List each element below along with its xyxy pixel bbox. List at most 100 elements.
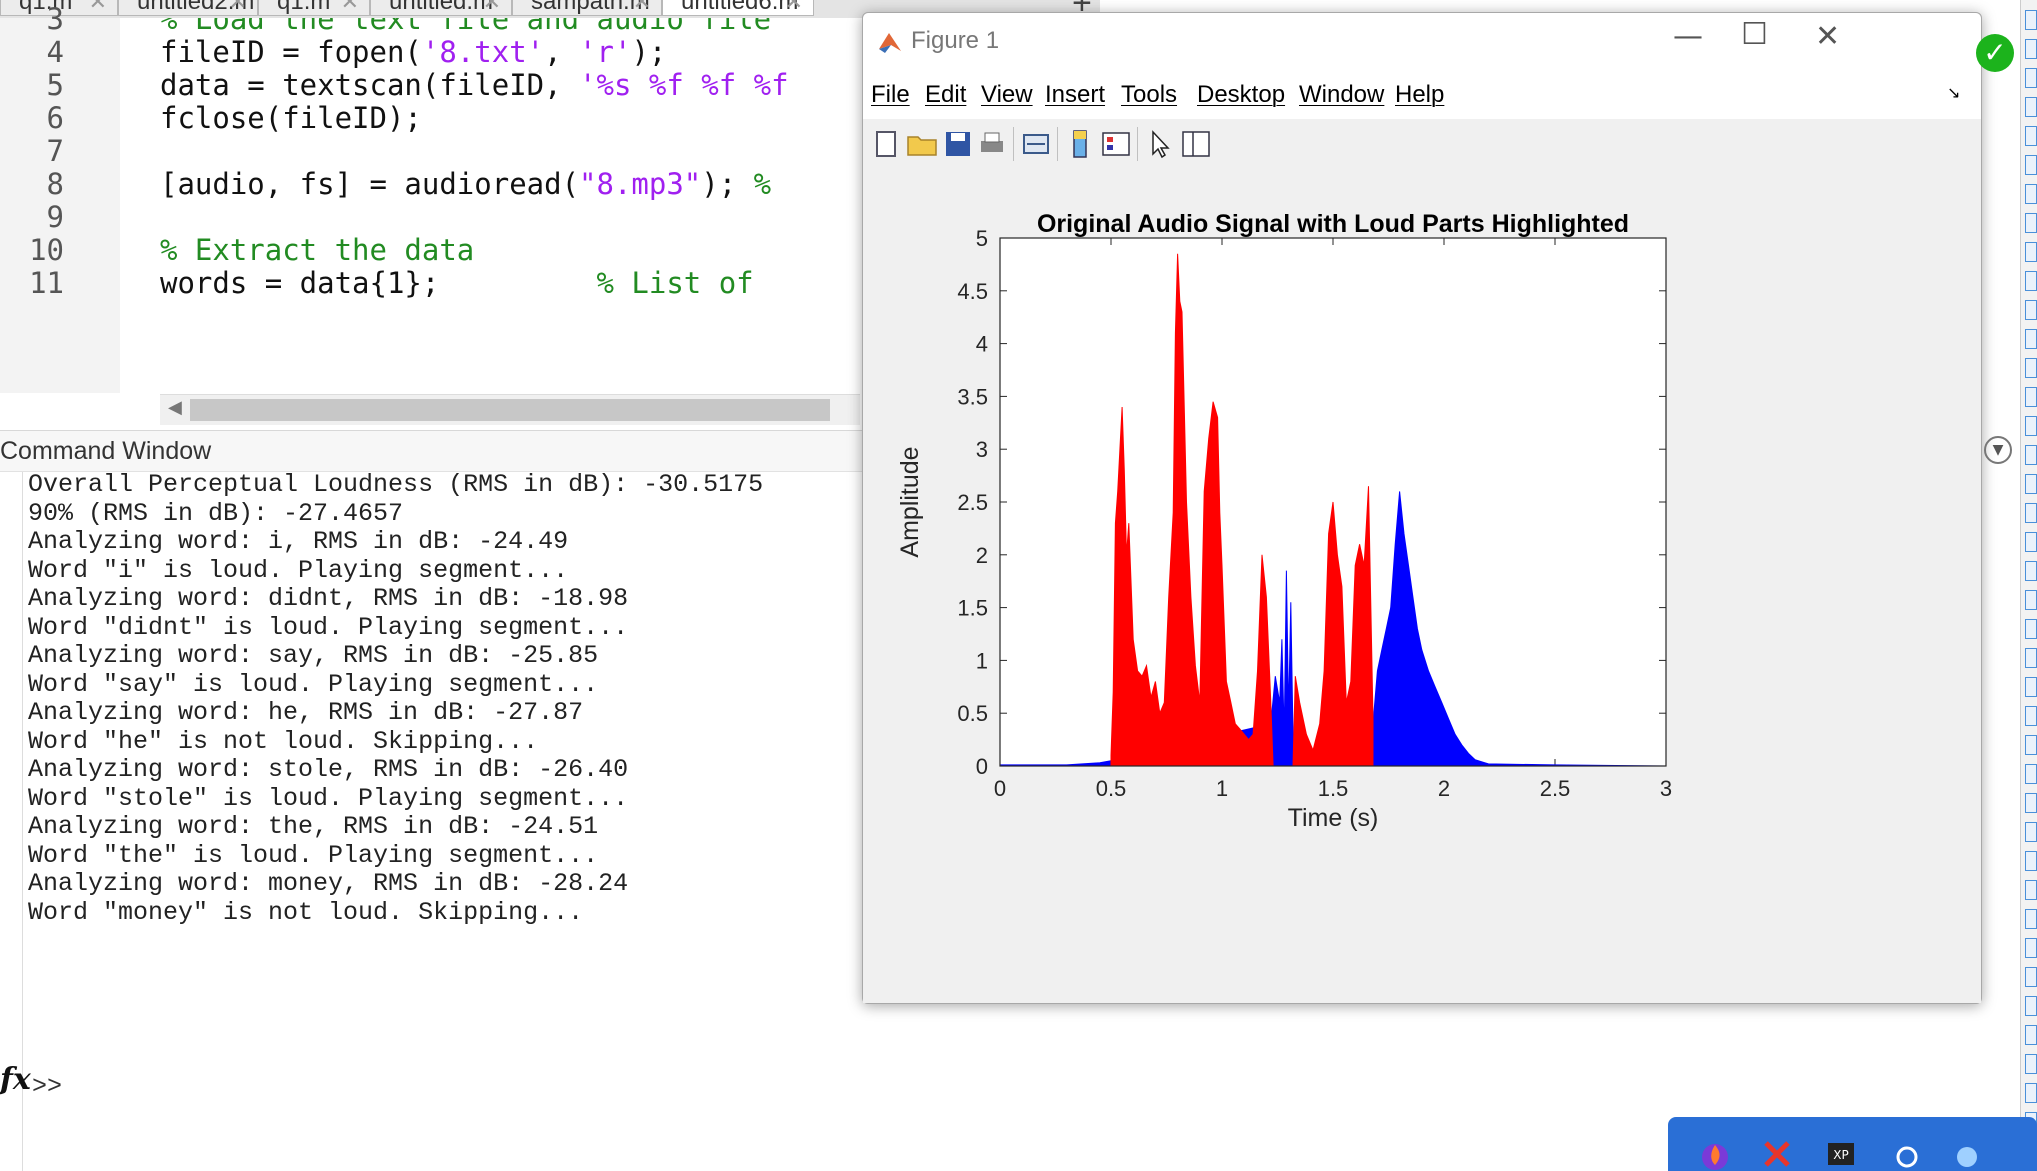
close-icon[interactable]: ✕	[482, 0, 501, 14]
right-panel-strip[interactable]	[2020, 0, 2037, 1171]
panel-marker	[2025, 242, 2037, 262]
line-number: 3	[46, 2, 64, 36]
close-window-icon[interactable]: ✕	[1815, 19, 1841, 54]
code-line[interactable]: % Extract the data	[160, 233, 474, 267]
command-output-line: Analyzing word: he, RMS in dB: -27.87	[28, 698, 584, 727]
code-line[interactable]: fclose(fileID);	[160, 101, 422, 135]
open-folder-icon[interactable]	[905, 127, 939, 161]
property-editor-icon[interactable]	[1179, 127, 1213, 161]
toolbar-separator	[1137, 127, 1138, 161]
command-output-line: Word "money" is not loud. Skipping...	[28, 897, 584, 927]
x-tick-label: 1	[1216, 776, 1228, 801]
menu-tools[interactable]: Tools	[1121, 81, 1178, 108]
panel-marker	[2025, 474, 2037, 494]
command-output-line: Overall Perceptual Loudness (RMS in dB):…	[28, 470, 764, 499]
taskbar-popup: XP	[1668, 1117, 2037, 1171]
panel-marker	[2025, 561, 2037, 581]
menu-file[interactable]: File	[871, 81, 910, 108]
x-tick-label: 0.5	[1096, 776, 1127, 801]
close-icon[interactable]: ✕	[340, 0, 359, 14]
panel-marker	[2025, 764, 2037, 784]
menu-desktop[interactable]: Desktop	[1197, 81, 1286, 108]
code-token: '8.txt'	[421, 35, 545, 69]
tab-q1[interactable]: q1.m ✕	[0, 0, 118, 16]
app-hook-icon[interactable]	[1890, 1137, 1924, 1171]
tab-sampath[interactable]: sampath.m ✕	[512, 0, 662, 16]
chevron-down-icon[interactable]: ▼	[1984, 436, 2012, 464]
close-icon[interactable]: ✕	[784, 0, 803, 14]
code-token: % Extract the data	[160, 233, 475, 267]
app-blue-icon[interactable]	[1950, 1137, 1984, 1171]
tab-untitled2[interactable]: untitled2.m ✕	[118, 0, 258, 16]
code-token: % List of	[596, 266, 754, 300]
code-line[interactable]: words = data{1}; % List of	[160, 266, 754, 300]
print-icon[interactable]	[975, 127, 1009, 161]
panel-marker	[2025, 68, 2037, 88]
y-tick-label: 4.5	[957, 279, 988, 304]
legend-icon[interactable]	[1099, 127, 1133, 161]
pointer-icon[interactable]	[1143, 127, 1177, 161]
minimize-icon[interactable]: —	[1673, 19, 1703, 54]
command-output-line: Word "say" is loud. Playing segment...	[28, 669, 599, 699]
menu-help[interactable]: Help	[1395, 81, 1445, 108]
panel-marker	[2025, 851, 2037, 871]
command-prompt[interactable]: >>	[32, 1072, 63, 1101]
panel-marker	[2025, 996, 2037, 1016]
code-line[interactable]: [audio, fs] = audioread("8.mp3"); %	[160, 167, 771, 201]
panel-marker	[2025, 1083, 2037, 1103]
y-tick-label: 1	[976, 648, 988, 673]
command-window[interactable]: Overall Perceptual Loudness (RMS in dB):…	[0, 470, 1670, 1171]
menu-view[interactable]: View	[981, 81, 1033, 108]
audio-signal-chart[interactable]: 0 0.5 1 1.5 2 2.5 3 0 0.5 1 1.5 2 2.5 3 3.5 4 4.5 5 Origi…	[863, 169, 1979, 1003]
panel-marker	[2025, 1025, 2037, 1045]
close-icon[interactable]: ✕	[88, 0, 107, 14]
code-token: [audio, fs] = audioread(	[160, 167, 580, 201]
editor-horizontal-scrollbar[interactable]: ◀	[160, 394, 860, 425]
link-icon[interactable]	[1019, 127, 1053, 161]
line-number: 6	[46, 101, 64, 135]
panel-marker	[2025, 735, 2037, 755]
line-number: 11	[29, 266, 64, 300]
code-line[interactable]: data = textscan(fileID, '%s %f %f %f	[160, 68, 789, 102]
maximize-icon[interactable]: ☐	[1741, 17, 1768, 52]
tab-untitled6[interactable]: untitled6.m ✕	[662, 0, 814, 16]
panel-marker	[2025, 126, 2037, 146]
close-icon[interactable]: ✕	[632, 0, 651, 14]
signal-series	[999, 253, 1667, 767]
panel-marker	[2025, 213, 2037, 233]
panel-marker	[2025, 619, 2037, 639]
scrollbar-thumb[interactable]	[190, 399, 830, 421]
tab-q1-second[interactable]: q1.m ✕	[258, 0, 370, 16]
new-figure-icon[interactable]	[869, 127, 903, 161]
y-tick-label: 3	[976, 437, 988, 462]
fx-icon[interactable]: fx	[0, 1062, 31, 1097]
panel-marker	[2025, 822, 2037, 842]
figure-plot-area[interactable]: 0 0.5 1 1.5 2 2.5 3 0 0.5 1 1.5 2 2.5 3 3.5 4 4.5 5 Origi…	[863, 169, 1981, 1003]
scroll-left-icon[interactable]: ◀	[168, 397, 182, 418]
y-tick-label: 0	[976, 754, 988, 779]
code-line[interactable]: fileID = fopen('8.txt', 'r');	[160, 35, 666, 69]
command-output-line: Word "he" is not loud. Skipping...	[28, 726, 539, 756]
figure-title-bar[interactable]: Figure 1 — ☐ ✕	[863, 13, 1981, 73]
figure-window[interactable]: Figure 1 — ☐ ✕ File Edit View Insert Too…	[862, 12, 1982, 1004]
app-xp-icon[interactable]: XP	[1824, 1137, 1858, 1171]
save-icon[interactable]	[941, 127, 975, 161]
dock-arrow-icon[interactable]: ↘	[1947, 83, 1961, 102]
menu-window[interactable]: Window	[1299, 81, 1385, 108]
menu-insert[interactable]: Insert	[1045, 81, 1106, 108]
menu-edit[interactable]: Edit	[925, 81, 967, 108]
panel-marker	[2025, 39, 2037, 59]
app-flame-icon[interactable]	[1698, 1137, 1732, 1171]
app-xilinx-icon[interactable]	[1760, 1137, 1794, 1171]
command-output-line: 90% (RMS in dB): -27.4657	[28, 498, 404, 528]
colorbar-icon[interactable]	[1063, 127, 1097, 161]
code-editor[interactable]: % Load the text file and audio file fileI…	[120, 18, 860, 393]
code-line[interactable]: % Load the text file and audio file	[160, 18, 771, 36]
panel-marker	[2025, 155, 2037, 175]
tab-untitled[interactable]: untitled.m ✕	[370, 0, 512, 16]
tab-label: q1.m	[19, 0, 73, 15]
y-tick-label: 3.5	[957, 384, 988, 409]
x-tick-label: 2.5	[1540, 776, 1571, 801]
figure-toolbar	[863, 119, 1981, 170]
close-icon[interactable]: ✕	[228, 0, 247, 14]
